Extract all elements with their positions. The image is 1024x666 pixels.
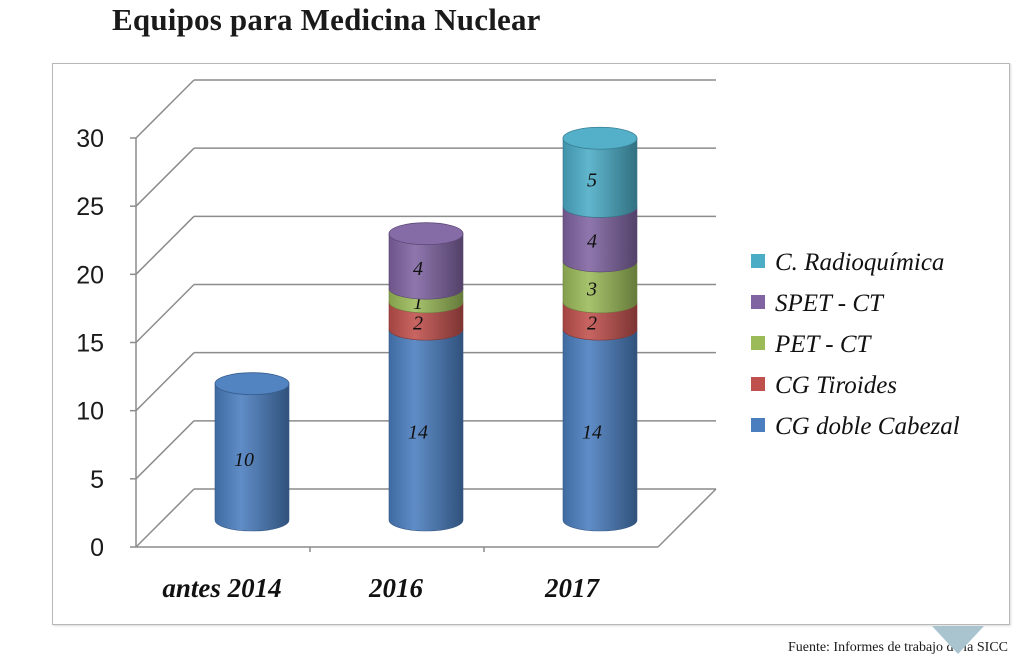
bar-top-cap bbox=[214, 372, 290, 396]
data-label: 5 bbox=[587, 169, 597, 191]
y-tick-label: 5 bbox=[90, 466, 104, 494]
y-tick-label: 15 bbox=[76, 330, 104, 358]
gridline-diagonal bbox=[135, 352, 195, 412]
legend-label: CG Tiroides bbox=[775, 372, 897, 399]
legend-label: CG doble Cabezal bbox=[775, 413, 960, 440]
bar-stack-3: 14 2 3 4 5 bbox=[562, 126, 638, 532]
data-label: 3 bbox=[586, 278, 597, 300]
chart-title: Equipos para Medicina Nuclear bbox=[112, 2, 541, 37]
gridline-diagonal bbox=[135, 147, 195, 207]
legend: C. Radioquímica SPET - CT PET - CT CG Tiroi… bbox=[751, 249, 960, 440]
x-axis: antes 2014 2016 2017 bbox=[162, 573, 600, 603]
legend-label: PET - CT bbox=[774, 331, 872, 358]
y-tick-label: 20 bbox=[76, 261, 104, 289]
floor-right-edge bbox=[657, 488, 717, 548]
x-category-label: 2017 bbox=[544, 573, 601, 603]
legend-label: C. Radioquímica bbox=[775, 249, 944, 276]
gridline-diagonal bbox=[135, 420, 195, 480]
corner-decoration bbox=[932, 626, 984, 654]
legend-swatch bbox=[751, 377, 765, 391]
data-label: 1 bbox=[413, 292, 423, 314]
gridline-diagonal bbox=[135, 215, 195, 275]
gridline-diagonal bbox=[135, 488, 195, 548]
bar-segment bbox=[562, 138, 638, 218]
data-label: 2 bbox=[413, 313, 423, 335]
y-axis: 0 5 10 15 20 25 30 bbox=[76, 125, 104, 562]
data-label: 2 bbox=[587, 313, 597, 335]
y-tick-label: 0 bbox=[90, 534, 104, 562]
y-tick-label: 30 bbox=[76, 125, 104, 153]
data-label: 14 bbox=[582, 422, 602, 444]
bar-stack-1: 10 bbox=[214, 372, 290, 532]
data-label: 4 bbox=[413, 258, 423, 280]
gridline-diagonal bbox=[135, 79, 195, 139]
bar-top-cap bbox=[562, 126, 638, 150]
legend-swatch bbox=[751, 418, 765, 432]
legend-swatch bbox=[751, 295, 765, 309]
data-label: 14 bbox=[408, 422, 428, 444]
bar-top-cap bbox=[388, 222, 464, 246]
legend-label: SPET - CT bbox=[775, 290, 885, 317]
y-tick-label: 10 bbox=[76, 398, 104, 426]
gridline-diagonal bbox=[135, 283, 195, 344]
legend-swatch bbox=[751, 254, 765, 268]
legend-swatch bbox=[751, 336, 765, 350]
y-tick-label: 25 bbox=[76, 193, 104, 221]
data-label: 10 bbox=[234, 449, 254, 471]
chart-frame bbox=[52, 63, 1010, 625]
x-category-label: 2016 bbox=[368, 573, 424, 603]
data-label: 4 bbox=[587, 231, 597, 253]
x-category-label: antes 2014 bbox=[162, 573, 281, 603]
